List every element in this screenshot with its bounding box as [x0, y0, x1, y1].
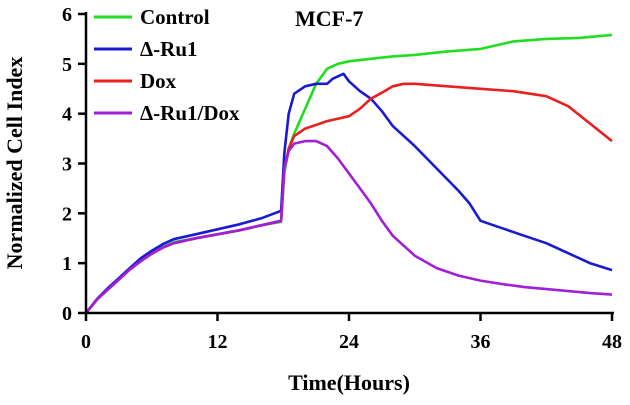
y-tick-label-2: 2: [62, 203, 72, 225]
x-tick-label-36: 36: [471, 331, 491, 353]
x-tick-label-48: 48: [602, 331, 622, 353]
legend-label-2: Dox: [140, 69, 177, 93]
series-line-1: [84, 72, 613, 314]
chart-title: MCF-7: [295, 6, 363, 31]
y-tick-label-6: 6: [62, 4, 72, 26]
series-line-3: [84, 139, 613, 314]
x-tick-label-24: 24: [339, 331, 359, 353]
x-tick-label-0: 0: [81, 331, 91, 353]
y-axis-label: Normalized Cell Index: [2, 57, 27, 270]
legend-label-1: Δ-Ru1: [140, 37, 198, 61]
y-tick-label-1: 1: [62, 253, 72, 275]
y-tick-label-4: 4: [62, 104, 72, 126]
series-layer: [84, 33, 613, 314]
y-tick-label-5: 5: [62, 54, 72, 76]
legend-label-3: Δ-Ru1/Dox: [140, 101, 240, 125]
x-axis-label: Time(Hours): [288, 370, 410, 395]
legend-label-0: Control: [140, 5, 210, 29]
legend: Control Δ-Ru1 Dox Δ-Ru1/Dox: [94, 5, 240, 125]
y-tick-label-3: 3: [62, 154, 72, 176]
y-tick-label-0: 0: [62, 303, 72, 325]
x-tick-label-12: 12: [208, 331, 228, 353]
